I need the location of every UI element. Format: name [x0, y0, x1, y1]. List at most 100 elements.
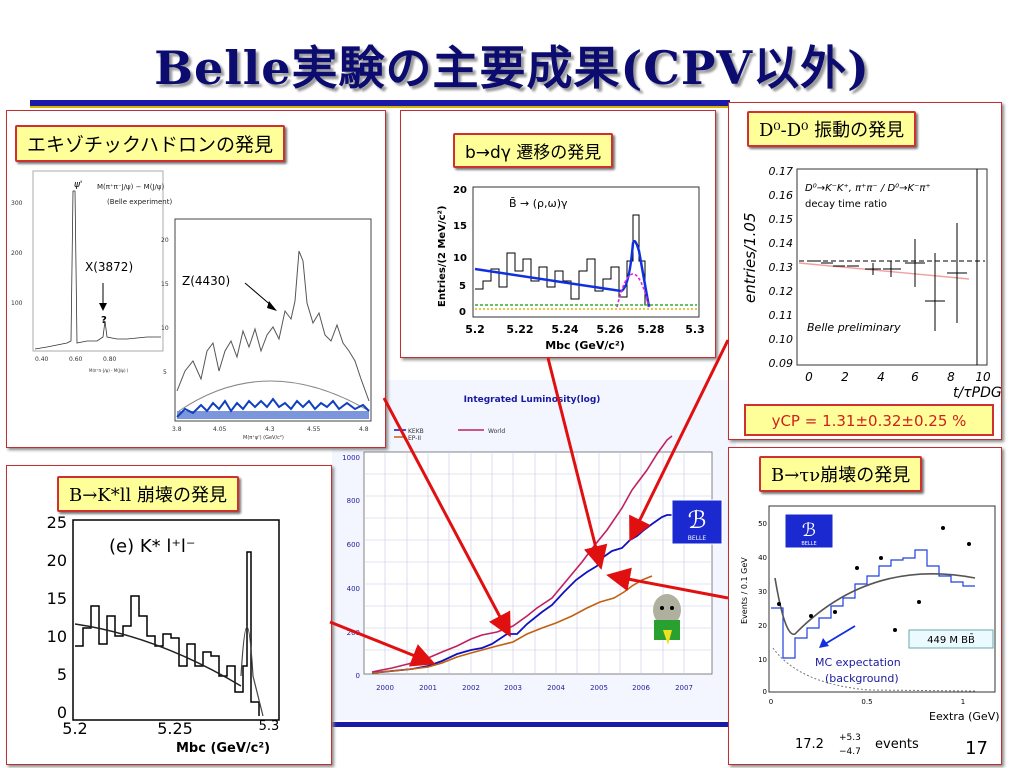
- exotic-xtick-060: 0.60: [69, 356, 83, 363]
- exotic-ytick-100: 100: [11, 300, 23, 307]
- exotic-inset-title: M(π⁺π⁻J/ψ) − M(J/ψ): [97, 183, 164, 191]
- luminosity-chart: Integrated Luminosity(log) KEKB EP-II Wo…: [332, 380, 736, 720]
- ycp-result: yCP = 1.31±0.32±0.25 %: [772, 412, 967, 430]
- lumi-xtick-2007: 2007: [675, 684, 693, 692]
- d0-preliminary: Belle preliminary: [807, 321, 901, 334]
- d0-legend2: decay time ratio: [805, 199, 887, 210]
- legend-pepii: EP-II: [408, 435, 421, 442]
- z-xtick-38: 3.8: [172, 426, 182, 433]
- x3872-label: X(3872): [85, 260, 133, 274]
- lumi-ytick-1000: 1000: [342, 454, 360, 462]
- bkll-plot: (e) K* l⁺l⁻ 25 20 15 10 5 0 5.2 5.25 5.3…: [47, 513, 280, 756]
- z4430-histogram: [176, 250, 370, 402]
- exotic-left-histogram: [34, 190, 161, 350]
- question-mark: ?: [101, 315, 107, 326]
- bkll-signal-fit: [240, 626, 264, 717]
- title-underline-gold: [30, 106, 730, 108]
- btau-events-down: −4.7: [839, 747, 861, 757]
- bdg-ytick-15: 15: [453, 221, 467, 232]
- btau-fit: [774, 573, 976, 635]
- lumi-ytick-400: 400: [347, 585, 360, 593]
- z-ytick-10: 10: [161, 325, 169, 332]
- z-ytick-20: 20: [161, 237, 169, 244]
- btau-events-main: 17.2: [795, 737, 824, 752]
- d0-xlabel: t/τPDG: [953, 385, 1001, 401]
- d0-xtick-4: 4: [877, 370, 885, 384]
- lumi-ytick-0: 0: [356, 672, 360, 680]
- bkll-annotation: (e) K* l⁺l⁻: [109, 536, 195, 557]
- bdg-plot: B̄ → (ρ,ω)γ 20 15 10 5 0 5.2 5.22 5.24 5…: [437, 185, 705, 352]
- btau-ytick-30: 30: [758, 588, 767, 596]
- exotic-xtick-080: 0.80: [103, 356, 117, 363]
- label-d0-mixing: D⁰-D⁰ 振動の発見: [747, 111, 917, 147]
- d0mix-plot: 0.17 0.16 0.15 0.14 0.13 0.12 0.11 0.10 …: [741, 165, 1001, 436]
- d0-xtick-10: 10: [975, 370, 991, 384]
- bkll-ytick-15: 15: [47, 589, 67, 608]
- d0-xtick-0: 0: [805, 370, 813, 384]
- ycp-box: [744, 404, 994, 436]
- btau-events-word: events: [875, 737, 919, 752]
- btau-mc-expectation: MC expectation: [815, 656, 901, 669]
- z-xtick-455: 4.55: [307, 426, 321, 433]
- bdg-fit: [474, 240, 651, 308]
- page-number: 17: [965, 738, 988, 759]
- belle-logo-btau: [784, 513, 834, 549]
- z-xtick-48: 4.8: [359, 426, 369, 433]
- btau-xtick-1: 1: [961, 698, 965, 706]
- bdg-ytick-5: 5: [459, 281, 466, 292]
- label-b-to-taunu: B→τν崩壊の発見: [759, 456, 923, 492]
- bkll-xtick-53: 5.3: [259, 719, 280, 734]
- lumi-ytick-600: 600: [347, 541, 360, 549]
- legend-world: World: [488, 428, 505, 435]
- belle-logo-btau-b: ℬ: [802, 520, 816, 541]
- btau-ytick-50: 50: [758, 520, 767, 528]
- label-b-to-kstar-ll: B→K*ll 崩壊の発見: [57, 476, 239, 512]
- btau-ytick-20: 20: [758, 622, 767, 630]
- exotic-plots: M(π⁺π⁻J/ψ) − M(J/ψ) (Belle experiment) ψ…: [11, 170, 372, 441]
- bdg-xtick-526: 5.26: [596, 323, 623, 336]
- d0-ytick-012: 0.12: [769, 285, 794, 298]
- btau-ytick-0: 0: [763, 688, 767, 696]
- btau-xtick-0: 0: [769, 698, 773, 706]
- belle-logo-b: ℬ: [688, 506, 707, 534]
- bdg-signal: [616, 273, 650, 308]
- d0-ytick-014: 0.14: [769, 237, 794, 250]
- bkll-ytick-5: 5: [57, 665, 67, 684]
- btau-xlabel: Eextra (GeV): [929, 710, 1000, 723]
- bdg-xtick-52: 5.2: [465, 323, 485, 336]
- lumi-xtick-2001: 2001: [419, 684, 437, 692]
- btau-ytick-10: 10: [758, 656, 767, 664]
- bdg-annotation: B̄ → (ρ,ω)γ: [509, 197, 568, 210]
- lumi-xtick-2005: 2005: [590, 684, 608, 692]
- btau-events-up: +5.3: [839, 733, 861, 743]
- luminosity-svg: Integrated Luminosity(log) KEKB EP-II Wo…: [342, 395, 723, 692]
- d0-xtick-8: 8: [947, 370, 955, 384]
- legend-kekb: KEKB: [408, 428, 424, 435]
- bkll-xlabel: Mbc (GeV/c²): [176, 741, 270, 756]
- z-ytick-15: 15: [161, 281, 169, 288]
- d0-ytick-016: 0.16: [769, 189, 794, 202]
- bkll-histogram: [75, 551, 260, 716]
- bottom-bar: [330, 722, 730, 727]
- slide-title: Belle実験の主要成果(CPV以外): [154, 41, 870, 95]
- btau-ytick-40: 40: [758, 554, 767, 562]
- bdg-xtick-522: 5.22: [506, 323, 533, 336]
- btau-bkg-dotted: [772, 647, 976, 692]
- z4430-background: [176, 397, 370, 418]
- d0-ylabel: entries/1.05: [741, 213, 759, 303]
- z4430-label: Z(4430): [182, 274, 230, 288]
- z-xaxis-label: M(π⁺ψ') (GeV/c²): [243, 435, 284, 441]
- exotic-inset-sub: (Belle experiment): [107, 198, 172, 206]
- btau-mc-background: (background): [825, 672, 899, 685]
- lumi-xtick-2002: 2002: [462, 684, 480, 692]
- belle-logo-text: BELLE: [688, 535, 707, 542]
- d0-xtick-2: 2: [841, 370, 849, 384]
- bdg-xtick-528: 5.28: [637, 323, 664, 336]
- bdg-xtick-53: 5.3: [685, 323, 705, 336]
- bkll-ytick-0: 0: [57, 703, 67, 722]
- btau-xtick-05: 0.5: [861, 698, 872, 706]
- luminosity-title: Integrated Luminosity(log): [464, 395, 601, 405]
- bdg-ytick-10: 10: [453, 253, 467, 264]
- panel-b-to-taunu: 50 40 30 20 10 0 0 0.5 1 Events / 0.1 Ge…: [728, 447, 1002, 765]
- lumi-ytick-200: 200: [347, 629, 360, 637]
